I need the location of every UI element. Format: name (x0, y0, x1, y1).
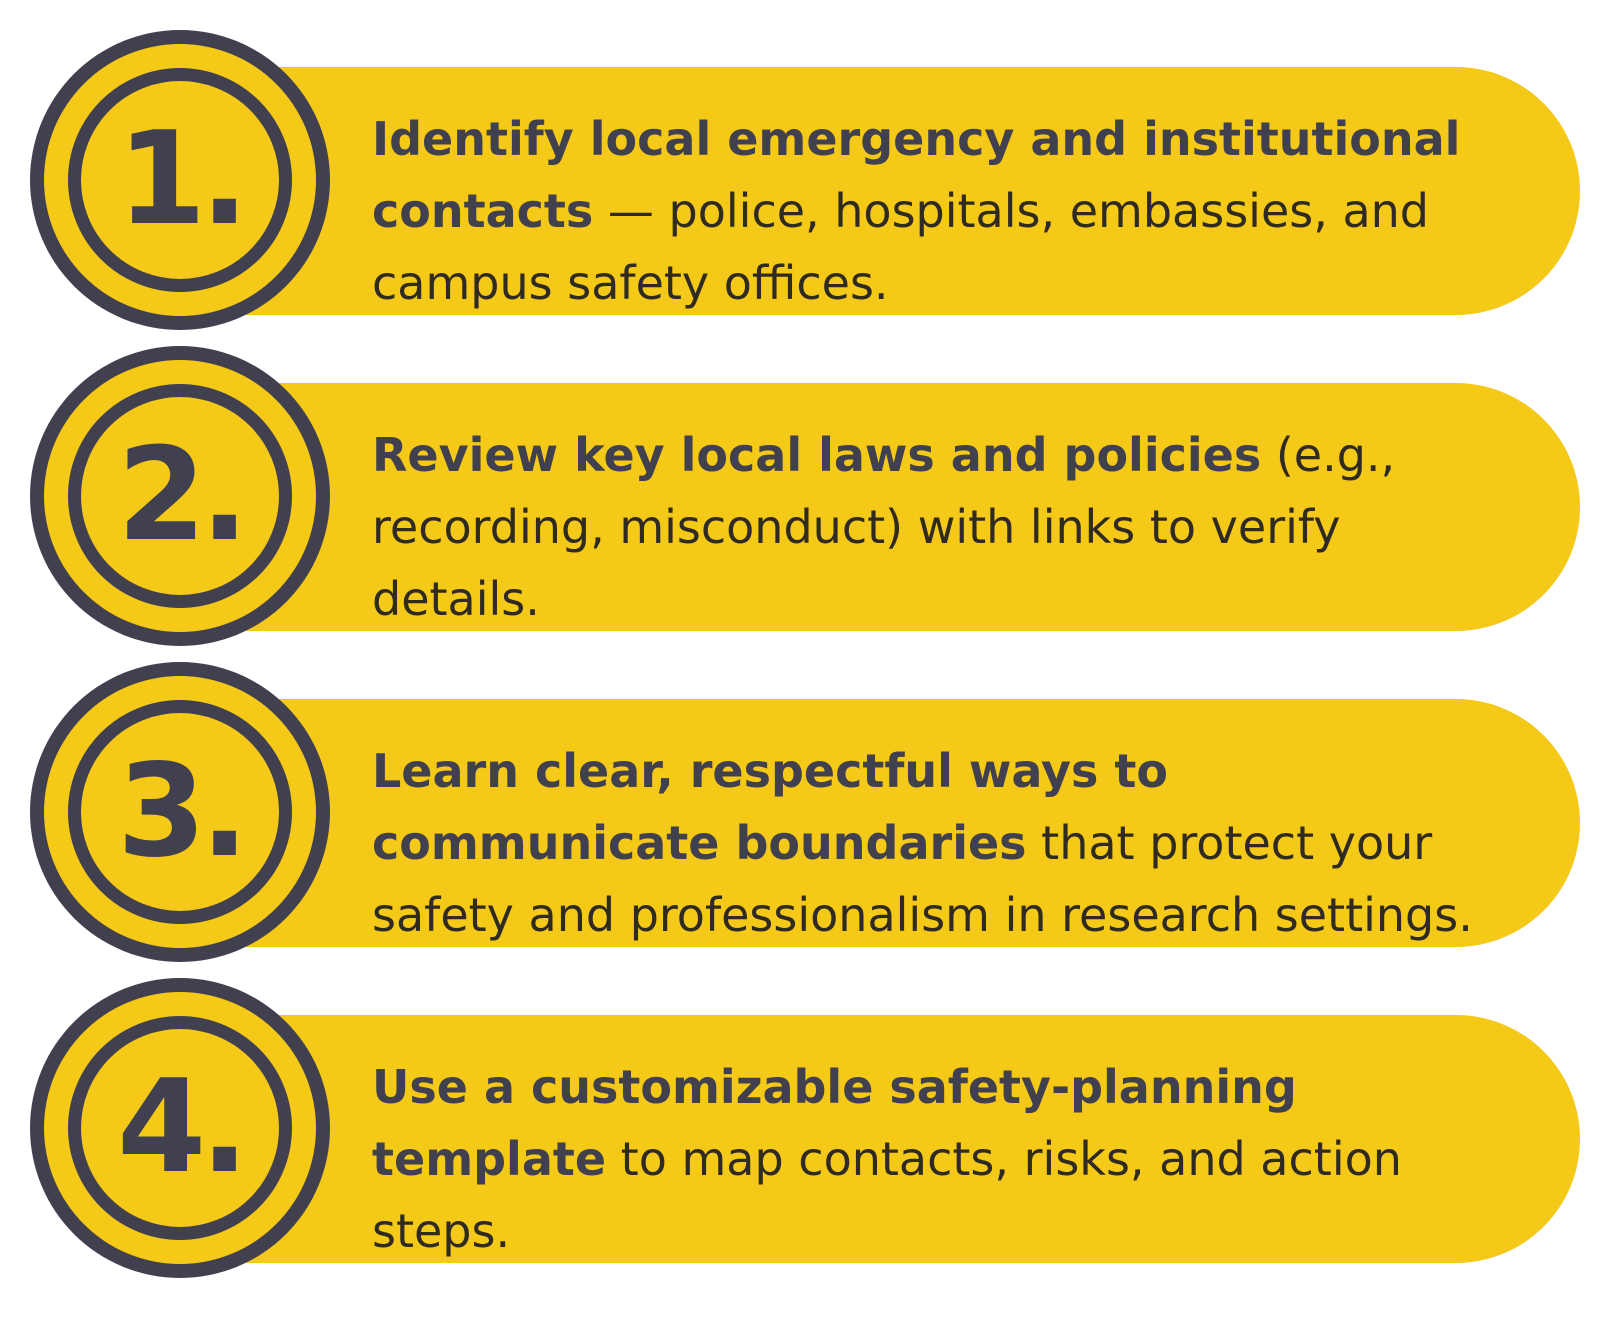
step-description: (e.g., recording, misconduct) with links… (372, 428, 1396, 626)
step-heading: Review key local laws and policies (372, 428, 1262, 482)
step-heading: Learn clear, respectful ways to communic… (372, 744, 1168, 870)
step-description: — police, hospitals, embassies, and camp… (372, 184, 1430, 310)
step-number: 3. (117, 737, 249, 886)
step-number-badge: 3. (30, 662, 330, 962)
step-banner (190, 383, 1580, 631)
step-heading: Use a customizable safety-planning templ… (372, 1060, 1297, 1186)
step-banner (190, 67, 1580, 315)
step-text: Review key local laws and policies (e.g.… (372, 419, 1502, 635)
step-banner (190, 699, 1580, 947)
step-banner (190, 1015, 1580, 1263)
step-number: 4. (117, 1053, 249, 1202)
step-text: Learn clear, respectful ways to communic… (372, 735, 1502, 951)
step-number: 2. (117, 421, 249, 570)
step-description: to map contacts, risks, and action steps… (372, 1132, 1402, 1258)
step-item: 4. Use a customizable safety-planning te… (0, 963, 1600, 1278)
step-item: 1. Identify local emergency and institut… (0, 15, 1600, 330)
step-number: 1. (117, 105, 249, 254)
step-number-badge: 2. (30, 346, 330, 646)
step-item: 3. Learn clear, respectful ways to commu… (0, 647, 1600, 962)
step-text: Use a customizable safety-planning templ… (372, 1051, 1502, 1267)
step-item: 2. Review key local laws and policies (e… (0, 331, 1600, 646)
step-description: that protect your safety and professiona… (372, 816, 1473, 942)
step-heading: Identify local emergency and institution… (372, 112, 1461, 238)
step-number-badge: 1. (30, 30, 330, 330)
step-number-badge: 4. (30, 978, 330, 1278)
step-text: Identify local emergency and institution… (372, 103, 1502, 319)
